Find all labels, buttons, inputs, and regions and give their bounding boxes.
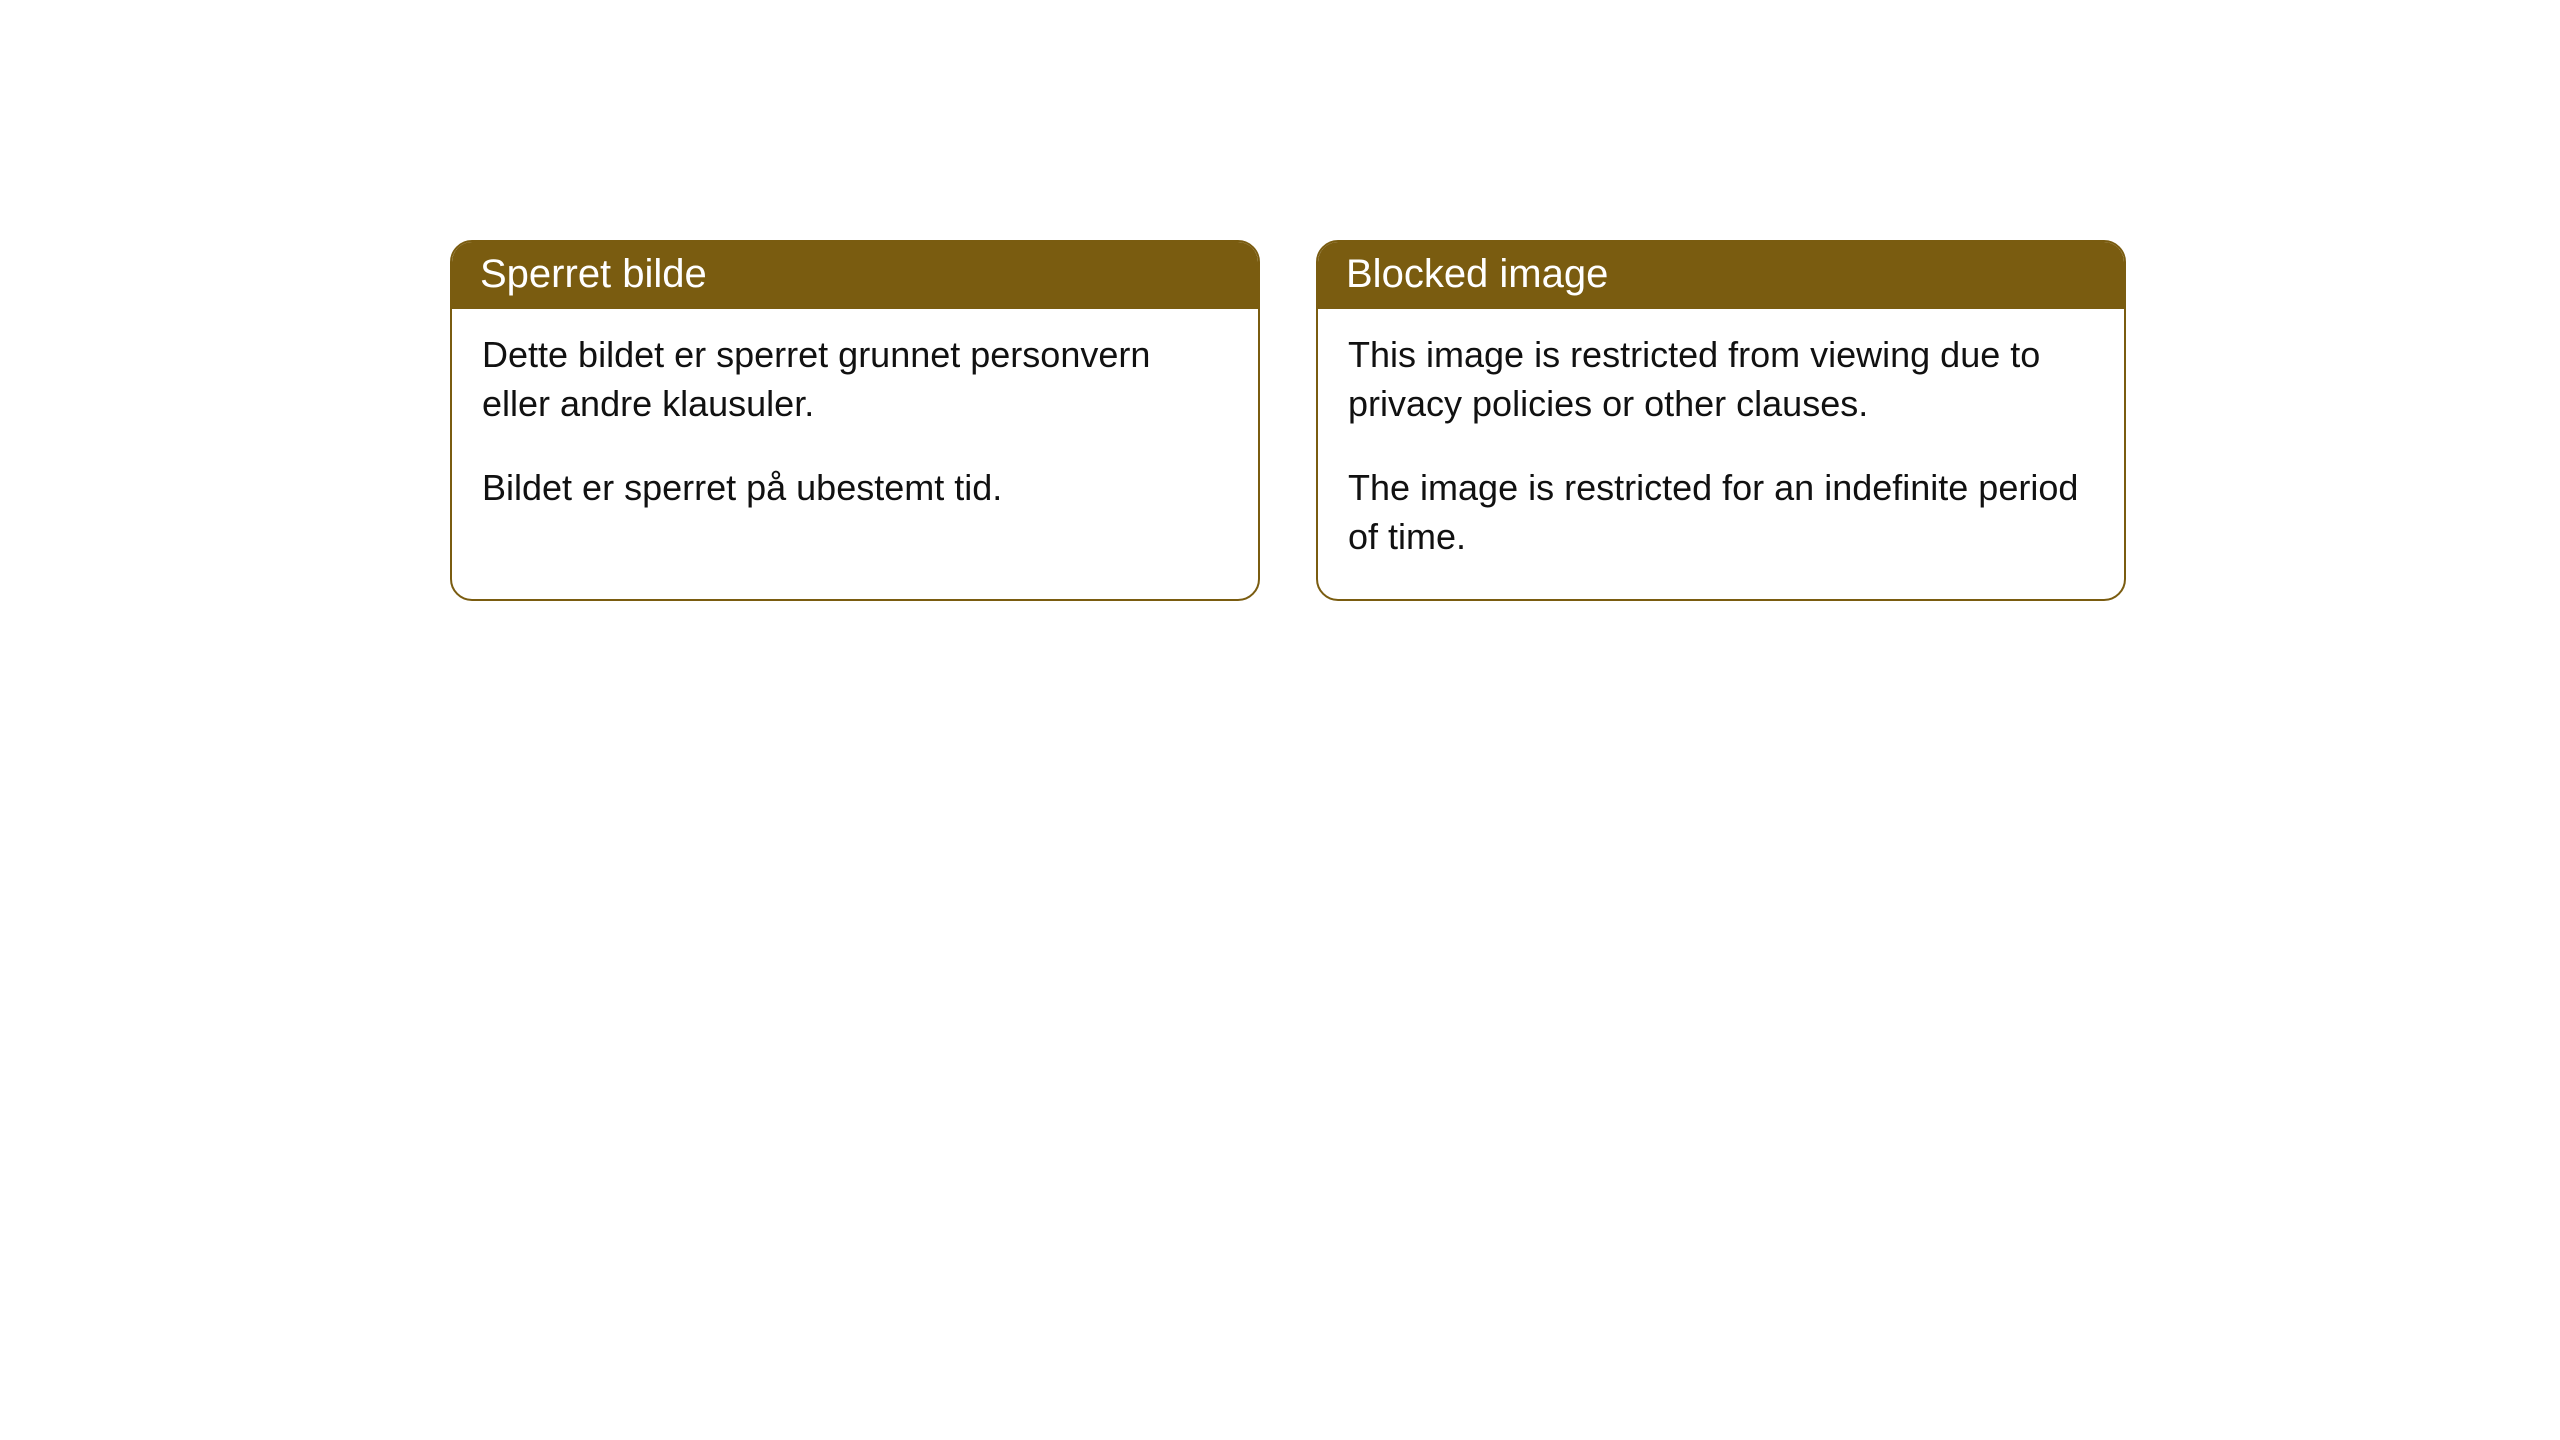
card-title: Blocked image: [1318, 242, 2124, 309]
blocked-image-card-english: Blocked image This image is restricted f…: [1316, 240, 2126, 601]
card-body: This image is restricted from viewing du…: [1318, 309, 2124, 599]
card-body: Dette bildet er sperret grunnet personve…: [452, 309, 1258, 551]
card-paragraph: This image is restricted from viewing du…: [1348, 331, 2094, 428]
card-paragraph: Bildet er sperret på ubestemt tid.: [482, 464, 1228, 513]
card-container: Sperret bilde Dette bildet er sperret gr…: [0, 0, 2560, 601]
card-paragraph: The image is restricted for an indefinit…: [1348, 464, 2094, 561]
blocked-image-card-norwegian: Sperret bilde Dette bildet er sperret gr…: [450, 240, 1260, 601]
card-paragraph: Dette bildet er sperret grunnet personve…: [482, 331, 1228, 428]
card-title: Sperret bilde: [452, 242, 1258, 309]
